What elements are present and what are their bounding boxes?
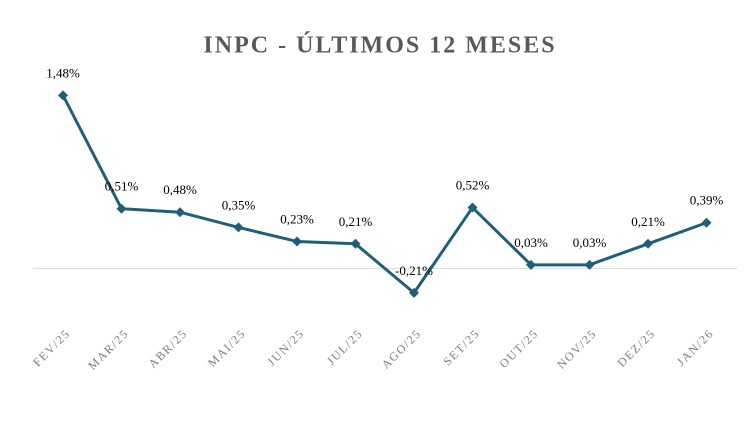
data-point (175, 207, 185, 218)
x-tick-label: MAI/25 (205, 326, 249, 370)
data-label: 0,21% (339, 214, 373, 229)
data-point (409, 287, 419, 298)
data-point (701, 217, 712, 228)
data-label: 0,23% (280, 211, 314, 226)
chart-title: INPC - ÚLTIMOS 12 MESES (203, 33, 556, 59)
x-tick-label: JUN/25 (264, 326, 307, 369)
data-point (292, 236, 302, 247)
data-line (61, 94, 708, 295)
data-label: 1,48% (46, 65, 80, 80)
data-point (584, 259, 595, 270)
data-label: 0,03% (514, 235, 548, 250)
x-tick-label: AGO/25 (379, 326, 424, 371)
data-label: 0,35% (222, 197, 256, 212)
data-label: 0,39% (690, 193, 724, 208)
data-label: 0,21% (631, 214, 665, 229)
data-point (350, 238, 361, 249)
data-label: 0,52% (456, 178, 490, 193)
x-tick-label: NOV/25 (554, 326, 599, 371)
x-tick-label: OUT/25 (497, 326, 542, 371)
x-tick-label: MAR/25 (85, 326, 131, 372)
data-label: 0,48% (163, 182, 197, 197)
data-point (58, 90, 68, 101)
data-point (467, 202, 478, 213)
x-tick-label: SET/25 (440, 326, 482, 368)
x-tick-label: JAN/26 (674, 326, 717, 369)
x-tick-label: DEZ/25 (614, 326, 658, 370)
data-point (233, 222, 244, 233)
x-tick-label: ABR/25 (146, 326, 191, 371)
data-point (643, 238, 653, 249)
data-label: 0,03% (573, 235, 607, 250)
data-point (526, 259, 536, 270)
x-tick-label: JUL/25 (324, 326, 366, 368)
x-tick-label: FEV/25 (30, 326, 73, 369)
data-label: -0,21% (395, 263, 433, 278)
data-point (116, 203, 127, 214)
data-label: 0,51% (105, 179, 139, 194)
